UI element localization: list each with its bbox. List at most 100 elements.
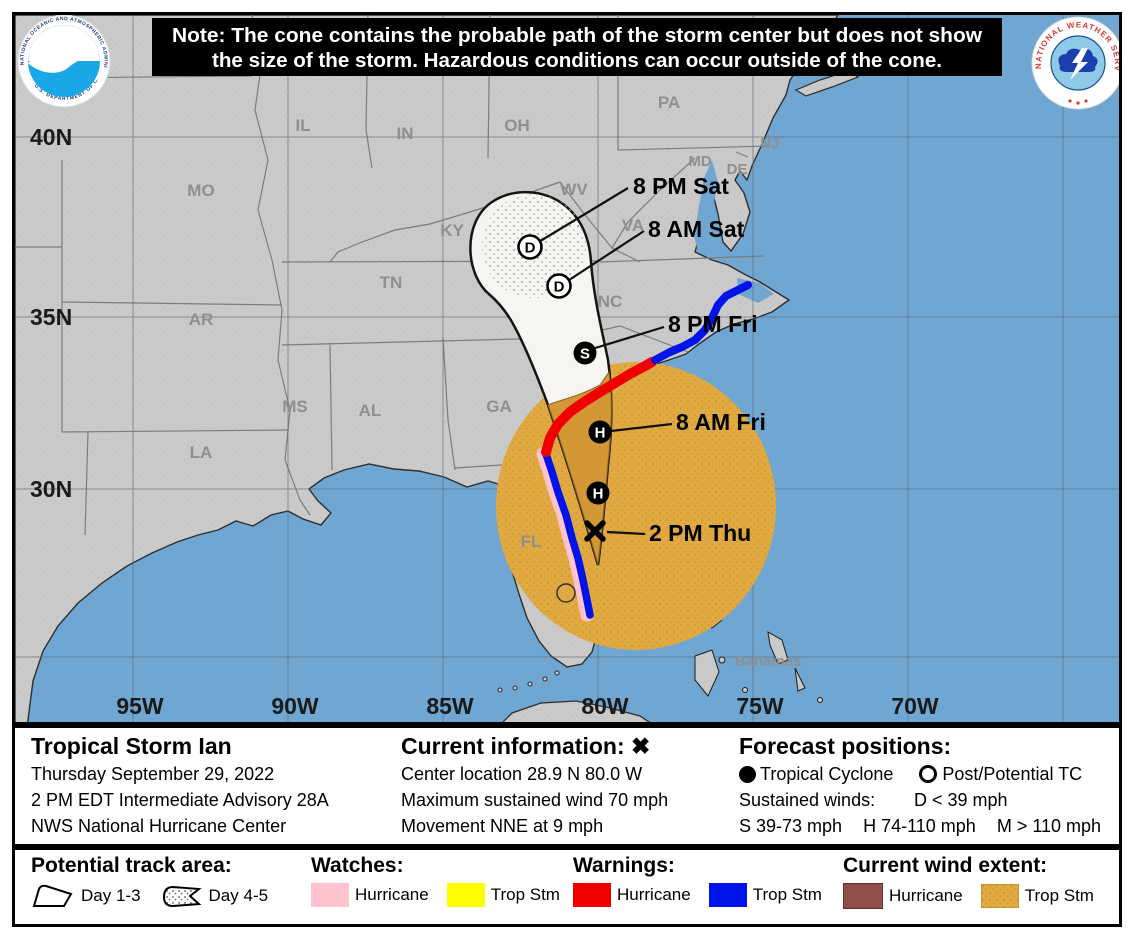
- chesapeake-bay: [694, 160, 718, 252]
- forecast-title: Forecast positions:: [739, 733, 952, 759]
- state-label: IN: [397, 124, 414, 143]
- current-center: Center location 28.9 N 80.0 W: [401, 764, 643, 784]
- current-wind: Maximum sustained wind 70 mph: [401, 790, 669, 810]
- forecast-positions-info: Forecast positions: Tropical Cyclone Pos…: [739, 733, 1115, 839]
- info-bar: Tropical Storm Ian Thursday September 29…: [12, 725, 1122, 847]
- state-label: NC: [598, 292, 623, 311]
- tropstm-warning-line-carolinas: [651, 281, 752, 364]
- noaa-logo: NATIONAL OCEANIC AND ATMOSPHERIC ADMINIS…: [17, 15, 111, 108]
- forecast-map: D D S H H 8 PM: [15, 15, 1119, 722]
- storm-source: NWS National Hurricane Center: [31, 816, 287, 836]
- florida-keys: [497, 670, 560, 693]
- lon-label: 70W: [891, 693, 939, 719]
- legend-watches-title: Watches:: [311, 854, 404, 877]
- tropstm-wind-label: Trop Stm: [1024, 886, 1094, 905]
- tropstm-watch-label: Trop Stm: [490, 885, 560, 904]
- state-label: GA: [486, 397, 512, 416]
- current-info: Current information: ✖ Center location 2…: [401, 733, 731, 839]
- legend-wind-title: Current wind extent:: [843, 854, 1048, 877]
- state-label: FL: [521, 532, 542, 551]
- label-8pm-sat: 8 PM Sat: [633, 173, 729, 199]
- current-movement: Movement NNE at 9 mph: [401, 816, 604, 836]
- legend-wind-extent: Current wind extent: Hurricane Trop Stm: [843, 853, 1112, 909]
- note-line2: the size of the storm. Hazardous conditi…: [212, 49, 942, 72]
- legend-watches: Watches: Hurricane Trop Stm: [311, 853, 578, 907]
- hurricane-warning-swatch: [573, 883, 611, 907]
- tropical-cyclone-label: Tropical Cyclone: [760, 764, 894, 784]
- state-label: WV: [560, 180, 588, 199]
- legend-track-area: Potential track area: Day 1-3 Day 4-5: [31, 853, 286, 909]
- day13-label: Day 1-3: [81, 886, 141, 905]
- map-panel: D D S H H 8 PM: [12, 12, 1122, 725]
- current-x-marker: ✖: [631, 733, 651, 759]
- day45-cone-icon: [162, 885, 202, 908]
- state-label: VA: [622, 216, 644, 235]
- wind-cat-d: D < 39 mph: [914, 790, 1008, 810]
- svg-text:D: D: [525, 240, 536, 257]
- storm-date: Thursday September 29, 2022: [31, 764, 275, 784]
- lat-label: 35N: [30, 304, 72, 330]
- land-long-island: [794, 70, 860, 97]
- legend-track-title: Potential track area:: [31, 854, 232, 877]
- day13-cone-icon: [32, 884, 73, 907]
- lon-label: 80W: [581, 693, 629, 719]
- forecast-point-h2: H: [586, 481, 610, 505]
- wind-cat-m: M > 110 mph: [996, 816, 1102, 836]
- label-8am-sat: 8 AM Sat: [648, 216, 745, 242]
- storm-title: Tropical Storm Ian: [31, 733, 232, 759]
- svg-text:D: D: [554, 279, 565, 296]
- note-line1: Note: The cone contains the probable pat…: [172, 24, 982, 47]
- label-8pm-fri: 8 PM Fri: [668, 311, 757, 337]
- state-label: NJ: [760, 135, 779, 152]
- state-label: OH: [504, 116, 530, 135]
- state-label: AR: [189, 310, 214, 329]
- svg-text:H: H: [593, 486, 604, 503]
- post-potential-label: Post/Potential TC: [942, 764, 1083, 784]
- lat-label: 40N: [30, 124, 72, 150]
- tropical-cyclone-dot-icon: [739, 765, 756, 783]
- day45-label: Day 4-5: [208, 886, 269, 905]
- lake-okeechobee: [556, 583, 576, 603]
- tropstm-warning-label: Trop Stm: [752, 885, 822, 904]
- lon-label: 85W: [426, 693, 474, 719]
- svg-text:H: H: [595, 425, 606, 442]
- wind-cat-h: H 74-110 mph: [863, 816, 976, 836]
- state-label: AL: [359, 401, 382, 420]
- tropstm-warning-swatch: [708, 883, 747, 907]
- state-label: MS: [282, 397, 308, 416]
- state-label: TN: [380, 273, 403, 292]
- state-label: KY: [440, 221, 464, 240]
- storm-info: Tropical Storm Ian Thursday September 29…: [31, 733, 381, 839]
- wind-extent-tropstm: [496, 362, 776, 650]
- current-title: Current information: ✖: [401, 733, 651, 759]
- legend-bar: Potential track area: Day 1-3 Day 4-5 Wa…: [12, 847, 1122, 927]
- current-position-x: [584, 520, 606, 542]
- forecast-point-d1: D: [517, 234, 543, 260]
- place-label-bahamas: Bahamas: [735, 653, 802, 670]
- note-banner: Note: The cone contains the probable pat…: [152, 18, 1002, 76]
- nws-logo: NATIONAL WEATHER SERVICE: [1031, 16, 1119, 110]
- legend-warnings: Warnings: Hurricane Trop Stm: [573, 853, 840, 907]
- lat-label: 30N: [30, 476, 72, 502]
- storm-advisory: 2 PM EDT Intermediate Advisory 28A: [31, 790, 329, 810]
- svg-text:NOAA: NOAA: [43, 36, 85, 51]
- land-cuba: [502, 700, 651, 722]
- state-label: PA: [658, 93, 680, 112]
- tropstm-wind-swatch: [980, 884, 1019, 908]
- hurricane-warning-line: [541, 357, 657, 457]
- tropstm-warning-line-florida: [542, 450, 594, 619]
- state-label: MD: [688, 153, 711, 170]
- hurricane-wind-swatch: [843, 883, 883, 909]
- wind-cat-s: S 39-73 mph: [739, 816, 843, 836]
- legend-warnings-title: Warnings:: [573, 854, 675, 877]
- lon-label: 75W: [736, 693, 784, 719]
- post-potential-circle-icon: [919, 765, 938, 783]
- hurricane-watch-label: Hurricane: [355, 885, 429, 904]
- state-label: DE: [727, 161, 748, 178]
- label-2pm-thu: 2 PM Thu: [649, 520, 751, 546]
- leader-lines: [536, 187, 673, 536]
- tropstm-watch-swatch: [446, 883, 485, 907]
- state-label: LA: [190, 443, 213, 462]
- svg-text:S: S: [580, 346, 590, 363]
- state-label: MO: [187, 181, 214, 200]
